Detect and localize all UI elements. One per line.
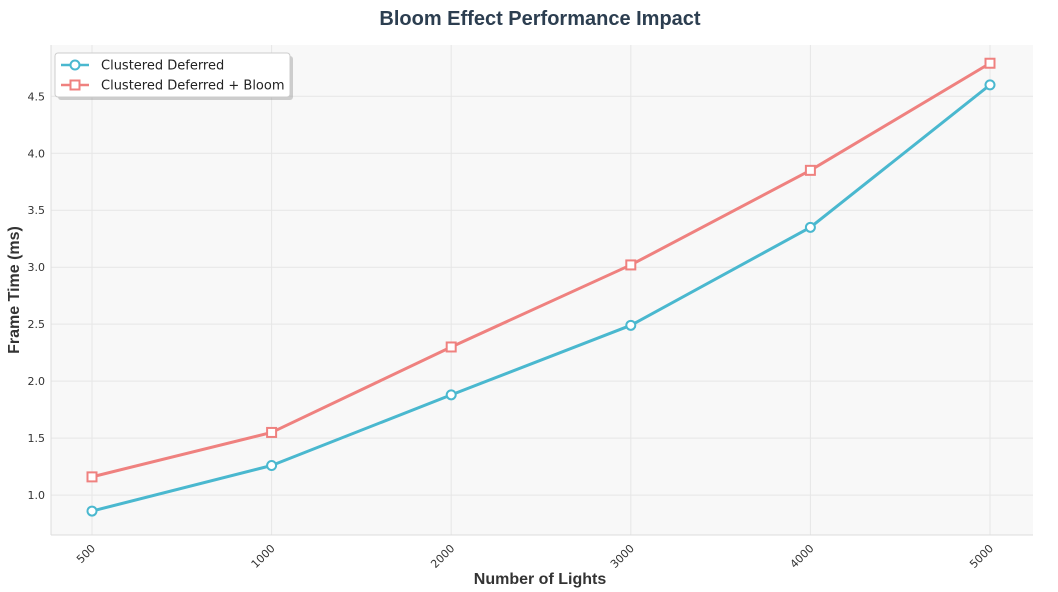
y-tick-label: 1.5 [28, 432, 46, 445]
series-0-point [804, 221, 816, 233]
series-0-point [625, 319, 637, 331]
series-line-0 [90, 83, 992, 513]
legend-box [54, 52, 291, 98]
x-tick-label: 1000 [249, 542, 278, 571]
y-tick-label: 3.5 [28, 204, 46, 217]
y-axis-label: Frame Time (ms) [6, 226, 23, 354]
legend: Clustered Deferred Clustered Deferred + … [54, 52, 293, 100]
series-1-point [984, 57, 996, 69]
series-1-point [445, 341, 457, 353]
series-0-point [984, 79, 996, 91]
legend-label-clustered-deferred-bloom: Clustered Deferred + Bloom [101, 79, 285, 94]
legend-label-clustered-deferred: Clustered Deferred [101, 59, 224, 74]
plot-area [51, 45, 1033, 535]
grid [51, 45, 1033, 535]
series-line-1 [90, 61, 992, 479]
series-1-point [86, 471, 98, 483]
y-tick-label: 4.5 [28, 90, 46, 103]
series-0-point [266, 459, 278, 471]
series-0-point [445, 389, 457, 401]
x-tick-label: 2000 [428, 542, 457, 571]
y-tick-label: 4.0 [28, 147, 46, 160]
x-tick-label: 4000 [788, 542, 817, 571]
x-tick-label: 500 [74, 542, 98, 566]
series-layer [86, 57, 996, 517]
y-tick-label: 2.5 [28, 318, 46, 331]
x-tick-label: 5000 [967, 542, 996, 571]
y-tick-label: 3.0 [28, 261, 46, 274]
series-0-point [86, 505, 98, 517]
y-tick-label: 1.0 [28, 489, 46, 502]
x-tick-label: 3000 [608, 542, 637, 571]
x-tick-labels: 500 1000 2000 3000 4000 5000 [74, 542, 996, 571]
legend-marker-square [69, 79, 81, 91]
series-1-point [625, 259, 637, 271]
series-1-point [266, 426, 278, 438]
legend-marker-circle [69, 59, 81, 71]
series-1-point [804, 164, 816, 176]
x-axis-label: Number of Lights [474, 571, 607, 588]
y-tick-label: 2.0 [28, 375, 46, 388]
chart-title: Bloom Effect Performance Impact [379, 8, 701, 30]
y-tick-labels: 1.0 1.5 2.0 2.5 3.0 3.5 4.0 4.5 [28, 90, 46, 502]
